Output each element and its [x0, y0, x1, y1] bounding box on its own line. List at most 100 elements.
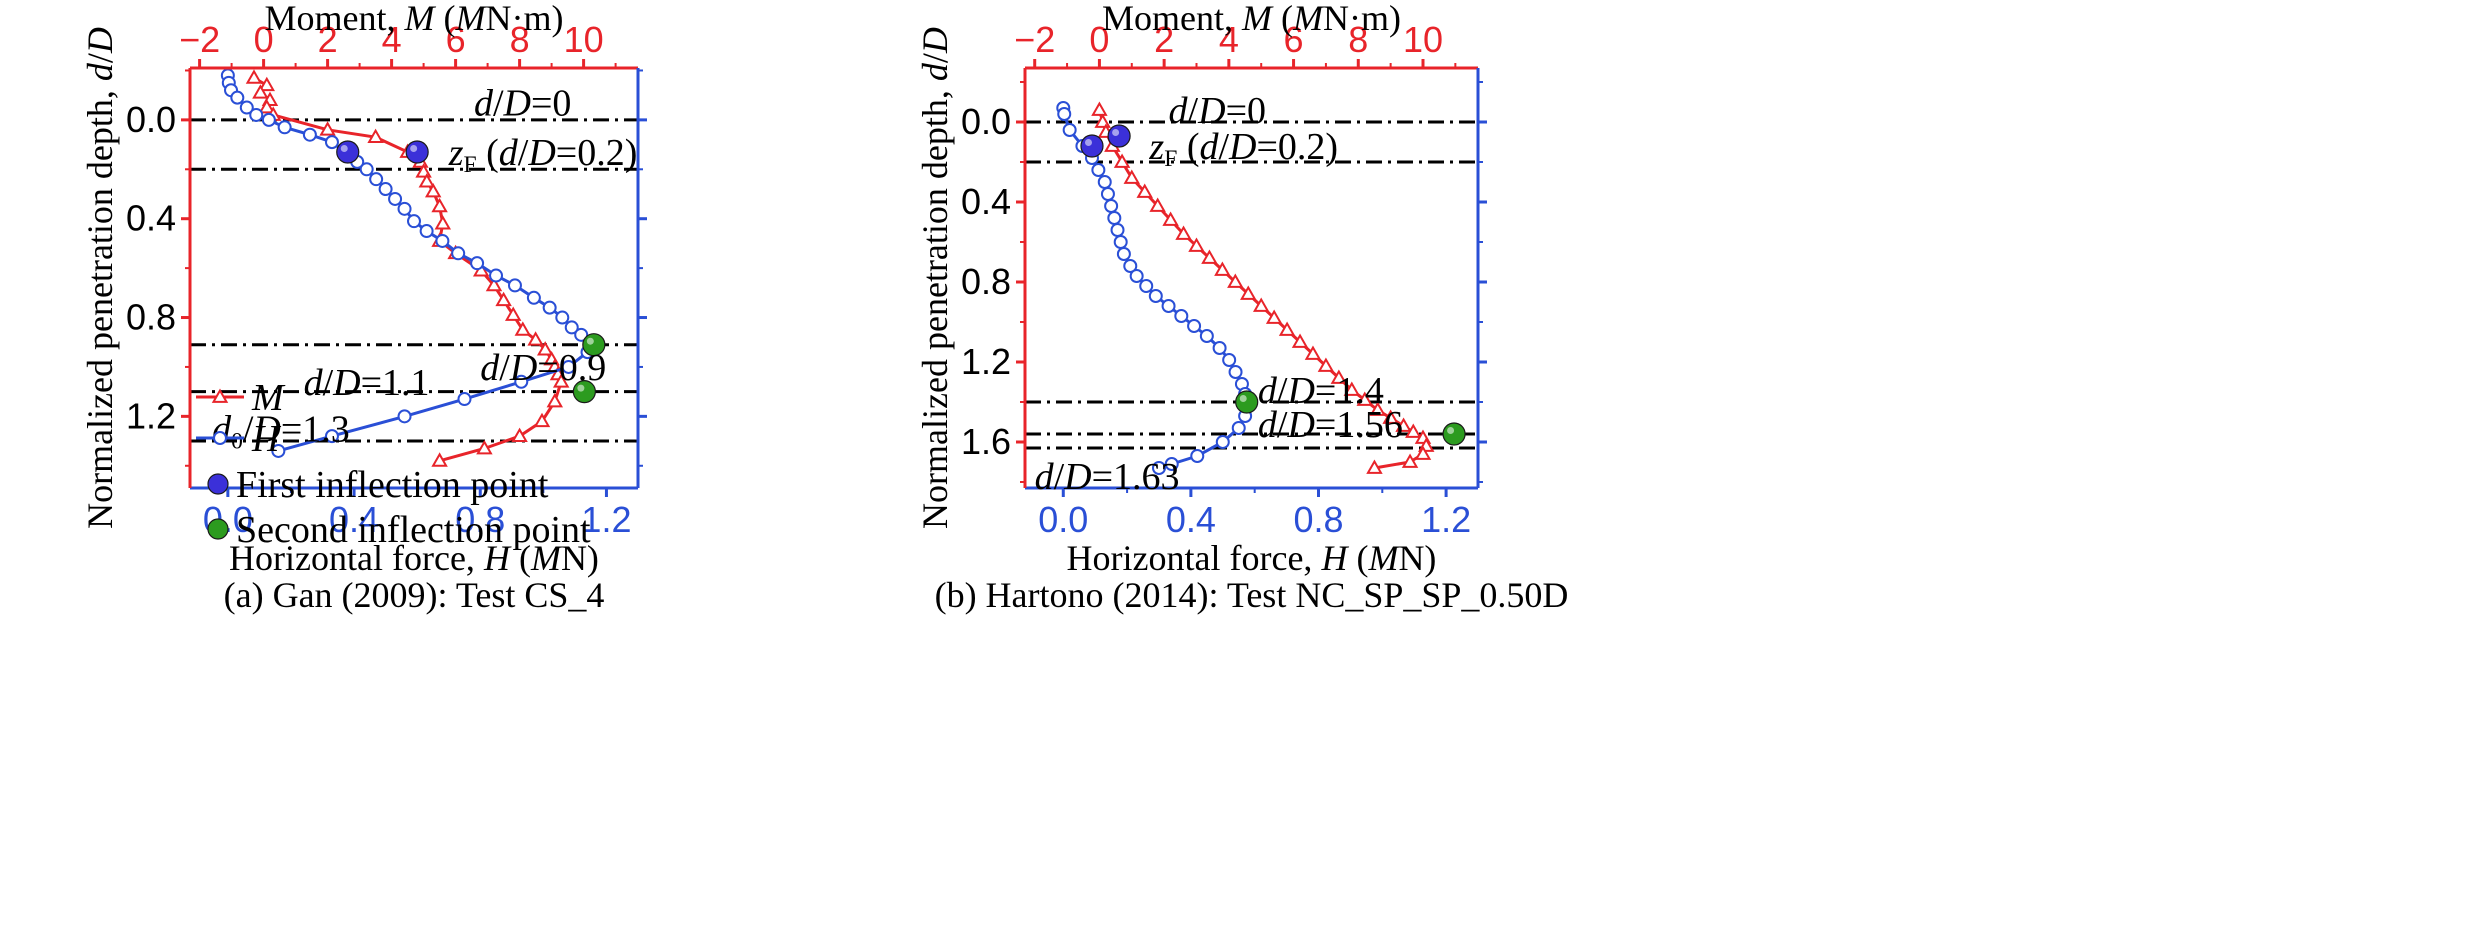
- first-inflection-point: [405, 140, 429, 164]
- force-point: [249, 107, 264, 122]
- moment-point: [495, 291, 512, 307]
- moment-point: [504, 306, 522, 321]
- y-tick-label: 0.8: [961, 261, 1011, 302]
- moment-point: [431, 452, 448, 467]
- force-point: [1107, 211, 1122, 225]
- force-point: [239, 100, 254, 115]
- force-point: [1231, 421, 1246, 435]
- y-axis-title: Normalized penetration depth, d/D: [915, 27, 955, 529]
- panel-b: 0.0 0.4 0.8 1.2 −2 0 2 4 6 8 10 0.0 0.4 0.8 1.2 1.6 Mome…: [915, 0, 1568, 615]
- force-point: [1212, 341, 1227, 355]
- top-tick-label: 10: [564, 19, 604, 60]
- force-point: [359, 162, 374, 177]
- moment-point: [514, 321, 532, 336]
- moment-point: [552, 373, 570, 388]
- legend-force-marker: [213, 431, 227, 445]
- moment-point: [1113, 153, 1131, 168]
- force-point: [1104, 199, 1119, 213]
- force-point: [1228, 365, 1243, 379]
- force-point: [230, 90, 245, 105]
- force-point: [507, 278, 522, 293]
- point-highlight: [1112, 129, 1120, 136]
- bottom-axis-title: Horizontal force, H (MN): [1067, 538, 1437, 578]
- point-highlight: [410, 145, 418, 152]
- top-tick-label: 2: [1154, 19, 1174, 60]
- legend-first-marker: [207, 473, 229, 495]
- moment-point: [1252, 297, 1270, 312]
- force-point: [489, 268, 504, 283]
- top-axis-title: Moment, M (MN·m): [1102, 0, 1401, 38]
- force-point: [419, 224, 434, 239]
- y-axis-title: Normalized penetration depth, d/D: [80, 27, 120, 529]
- force-point: [1113, 235, 1128, 249]
- moment-point: [1091, 101, 1108, 116]
- moment-point: [252, 84, 269, 99]
- force-point: [457, 392, 472, 407]
- moment-point: [258, 99, 276, 114]
- force-point: [1187, 319, 1202, 333]
- bottom-tick-label: 0.0: [1038, 499, 1088, 540]
- moment-point: [245, 69, 263, 84]
- moment-point: [1214, 261, 1231, 276]
- second-inflection-point: [1442, 422, 1466, 446]
- y-tick-label: 0.0: [126, 99, 176, 140]
- y-tick-label: 0.4: [961, 181, 1011, 222]
- moment-point: [1162, 211, 1179, 226]
- top-tick-label: 4: [1219, 19, 1239, 60]
- top-tick-label: −2: [1014, 19, 1055, 60]
- point-highlight: [1447, 427, 1455, 434]
- moment-point: [1369, 401, 1386, 416]
- force-point: [1116, 247, 1131, 261]
- y-tick-label: 1.2: [126, 395, 176, 436]
- moment-point: [367, 128, 384, 144]
- reference-line-label: zF (d/D=0.2): [448, 132, 638, 178]
- y-tick-label: 0.8: [126, 297, 176, 338]
- legend-label: H: [251, 418, 282, 460]
- force-point: [526, 290, 541, 305]
- top-tick-label: 6: [1284, 19, 1304, 60]
- moment-point: [1395, 417, 1412, 432]
- moment-point: [319, 121, 336, 136]
- force-point: [564, 320, 579, 335]
- moment-point: [485, 276, 503, 292]
- bottom-tick-label: 0.8: [1293, 499, 1343, 540]
- first-inflection-point: [1107, 124, 1131, 148]
- force-point: [1123, 259, 1138, 273]
- force-point: [1062, 123, 1077, 137]
- force-point: [1161, 299, 1176, 313]
- legend-label: M: [251, 377, 286, 419]
- legend-moment-marker: [211, 388, 229, 403]
- moment-point: [1366, 459, 1383, 474]
- force-point: [1148, 289, 1163, 303]
- point-highlight: [1084, 139, 1092, 146]
- legend-second-marker: [207, 518, 229, 540]
- moment-point: [533, 412, 551, 428]
- moment-point: [476, 439, 493, 455]
- bottom-tick-label: 1.2: [581, 499, 631, 540]
- force-point: [1129, 269, 1144, 283]
- point-highlight: [340, 145, 348, 152]
- point-highlight: [1239, 395, 1247, 402]
- top-tick-label: 0: [1089, 19, 1109, 60]
- moment-point: [1136, 183, 1153, 198]
- caption: (a) Gan (2009): Test CS_4: [224, 575, 605, 615]
- point-highlight: [586, 337, 594, 345]
- moment-point: [546, 393, 564, 408]
- moment-point: [1278, 321, 1296, 336]
- force-point: [277, 120, 292, 135]
- y-tick-label: 1.6: [961, 421, 1011, 462]
- moment-point: [418, 173, 436, 188]
- force-point: [555, 310, 570, 325]
- bottom-tick-label: 0.8: [455, 499, 505, 540]
- first-inflection-point: [1080, 134, 1104, 158]
- reference-line-label: d/D=1.4: [1258, 370, 1384, 412]
- force-point: [561, 359, 576, 374]
- moment-point: [1356, 391, 1373, 406]
- top-tick-label: 8: [510, 19, 530, 60]
- caption: (b) Hartono (2014): Test NC_SP_SP_0.50D: [935, 575, 1569, 615]
- force-point: [302, 127, 317, 142]
- force-point: [1139, 279, 1154, 293]
- legend-label: Second inflection point: [236, 509, 591, 551]
- bottom-tick-label: 1.2: [1421, 499, 1471, 540]
- reference-line-label: d/D=0.9: [480, 347, 606, 389]
